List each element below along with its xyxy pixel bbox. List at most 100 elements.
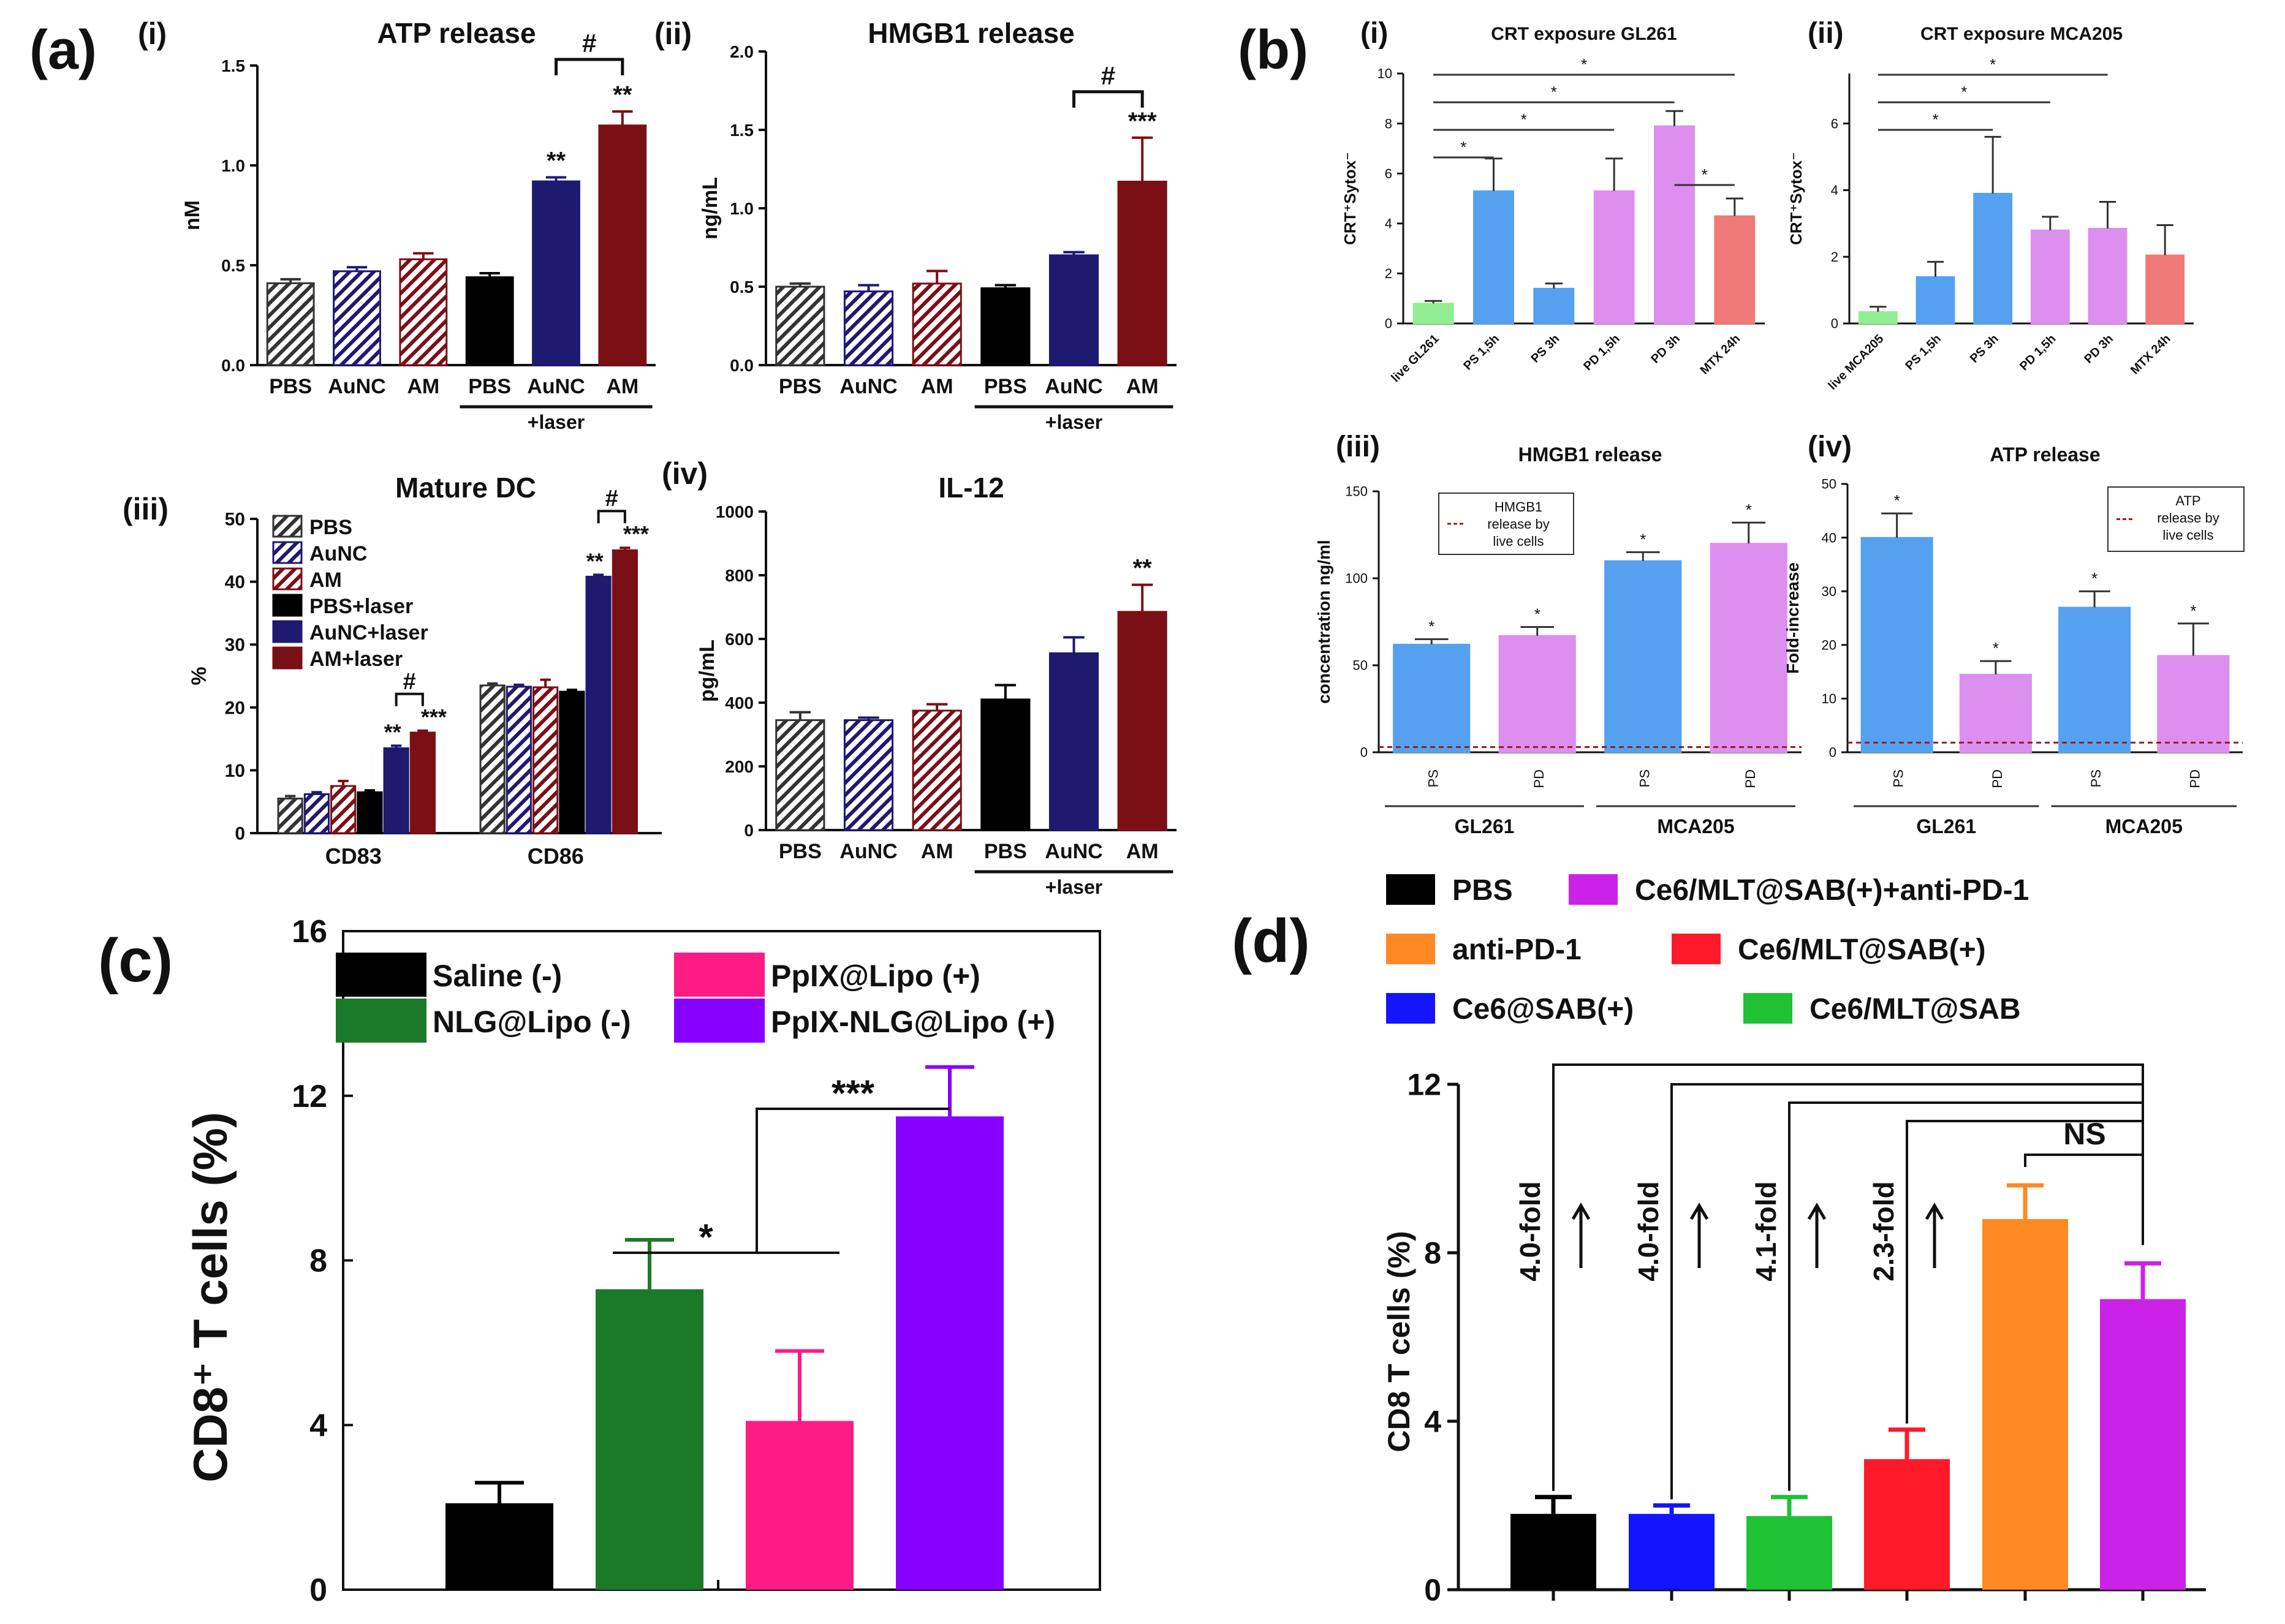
y-axis-label: CD8 T cells (%) (1382, 1231, 1416, 1452)
y-tick-label: 0.0 (221, 356, 245, 375)
y-tick-label: 1.5 (221, 56, 245, 75)
significance-mark: * (1746, 500, 1752, 519)
y-tick-label: 0 (235, 824, 245, 844)
bar (1710, 543, 1787, 753)
bar (980, 698, 1031, 831)
fold-change-label: 4.0-fold (1632, 1181, 1664, 1282)
bar (596, 1289, 703, 1590)
legend-label: Ce6@SAB(+) (1452, 993, 1634, 1025)
bar (330, 785, 357, 834)
chart-title: HMGB1 release (868, 17, 1075, 49)
bar (843, 719, 894, 831)
bar (1510, 1514, 1596, 1590)
x-tick-label: PD (1990, 769, 2005, 788)
fold-change-label: 2.3-fold (1868, 1181, 1900, 1282)
x-tick-label: AuNC (1045, 375, 1102, 398)
chart-a2: (ii) 0.0 0.5 1.0 1.5 2.0 ng/mL HMGB1 release PBS… (654, 17, 1177, 433)
x-tick-label: PS 3h (1529, 332, 1563, 366)
bar (559, 690, 585, 834)
bar (585, 575, 612, 834)
y-axis-label: Fold-increase (1783, 562, 1802, 674)
x-tick-label: AM (921, 375, 953, 398)
y-tick-label: 0.5 (730, 278, 754, 296)
y-axis-label: CRT⁺Sytox⁻ (1341, 152, 1359, 245)
subpanel-label: (iv) (662, 456, 708, 491)
y-tick-label: 4 (309, 1408, 327, 1443)
legend-label: release by (1487, 516, 1550, 532)
y-tick-label: 1.0 (730, 199, 754, 218)
x-tick-label: PS 3h (1968, 332, 2001, 366)
significance-bracket (1906, 1120, 2144, 1424)
chart-a4: (iv) 0 200 400 600 800 1000 pg/mL IL-12 PBS AuNC AM… (662, 456, 1177, 898)
bar (357, 791, 383, 834)
significance-mark: ** (1133, 555, 1153, 582)
bar (1498, 635, 1576, 753)
bar (532, 180, 580, 366)
y-tick-label: 2.0 (730, 42, 754, 61)
legend-label: Saline (-) (433, 959, 562, 993)
legend-label: PBS (309, 516, 352, 539)
significance-mark: * (2091, 569, 2097, 587)
x-tick-label: PS 1,5h (1903, 332, 1944, 373)
legend-swatch (272, 515, 303, 538)
legend-swatch (272, 620, 303, 643)
y-axis-label: % (188, 667, 211, 685)
legend-swatch (336, 953, 426, 997)
legend-swatch (272, 541, 303, 564)
y-tick-label: 200 (725, 757, 754, 776)
legend-label: PpIX@Lipo (+) (771, 959, 980, 993)
significance-mark: * (1551, 83, 1557, 101)
x-tick-label: PS 1,5h (1461, 332, 1502, 373)
bar (980, 287, 1031, 366)
x-tick-label: PBS (984, 840, 1027, 863)
significance-mark: *** (421, 704, 447, 730)
significance-mark: * (1993, 639, 1999, 657)
y-tick-label: 0 (1424, 1573, 1441, 1607)
y-tick-label: 0 (1829, 745, 1836, 760)
significance-mark: * (1640, 530, 1646, 548)
x-tick-label: PD 1,5h (2017, 332, 2058, 373)
bar (1858, 311, 1898, 324)
chart-title: Mature DC (395, 472, 536, 504)
x-tick-label: AuNC (1045, 840, 1102, 863)
y-tick-label: 0 (1360, 745, 1368, 760)
legend-label: live cells (1493, 534, 1544, 549)
bar (896, 1116, 1004, 1590)
bar (1048, 652, 1099, 831)
x-group-label: GL261 (1916, 815, 1976, 837)
significance-bracket (597, 510, 626, 524)
bar (506, 685, 532, 834)
y-tick-label: 10 (225, 761, 245, 781)
x-tick-label: PBS (779, 840, 822, 863)
y-axis-label: CRT⁺Sytox⁻ (1787, 152, 1805, 245)
significance-mark: *** (832, 1073, 875, 1114)
bar (2157, 655, 2230, 753)
x-tick-label: PS (1637, 769, 1652, 787)
bar (479, 684, 506, 834)
subpanel-label: (i) (138, 17, 167, 51)
significance-bracket (756, 1108, 950, 1253)
bar (1473, 190, 1514, 325)
bar (1412, 303, 1454, 324)
bar (333, 270, 381, 366)
significance-mark: * (1932, 110, 1938, 129)
y-tick-label: 600 (725, 630, 754, 649)
x-tick-label: PS (1891, 769, 1906, 787)
significance-mark: * (2190, 602, 2196, 620)
chart-b1: (i) 0 2 4 6 8 10 CRT⁺Sytox⁻ CRT exposure GL261 li… (1341, 17, 1765, 385)
legend-swatch (336, 999, 426, 1043)
significance-mark: * (1990, 55, 1996, 74)
y-tick-label: 0 (744, 821, 754, 840)
legend-label: live cells (2162, 527, 2213, 543)
bar (1654, 125, 1695, 324)
significance-mark: * (1460, 138, 1466, 156)
y-tick-label: 40 (1822, 530, 1836, 545)
legend-swatch (272, 646, 303, 670)
y-tick-label: 50 (1822, 477, 1836, 492)
legend-label: AuNC+laser (309, 621, 428, 644)
bar (1533, 287, 1575, 325)
fold-change-label: 4.1-fold (1750, 1181, 1782, 1282)
subpanel-label: (iv) (1808, 431, 1852, 463)
panel-a: (a) (i) 0.0 0.5 1.0 1.5 nM ATP release PBS AuNC AM… (29, 17, 1177, 898)
legend-label: Ce6/MLT@SAB(+)+anti-PD-1 (1635, 874, 2029, 907)
